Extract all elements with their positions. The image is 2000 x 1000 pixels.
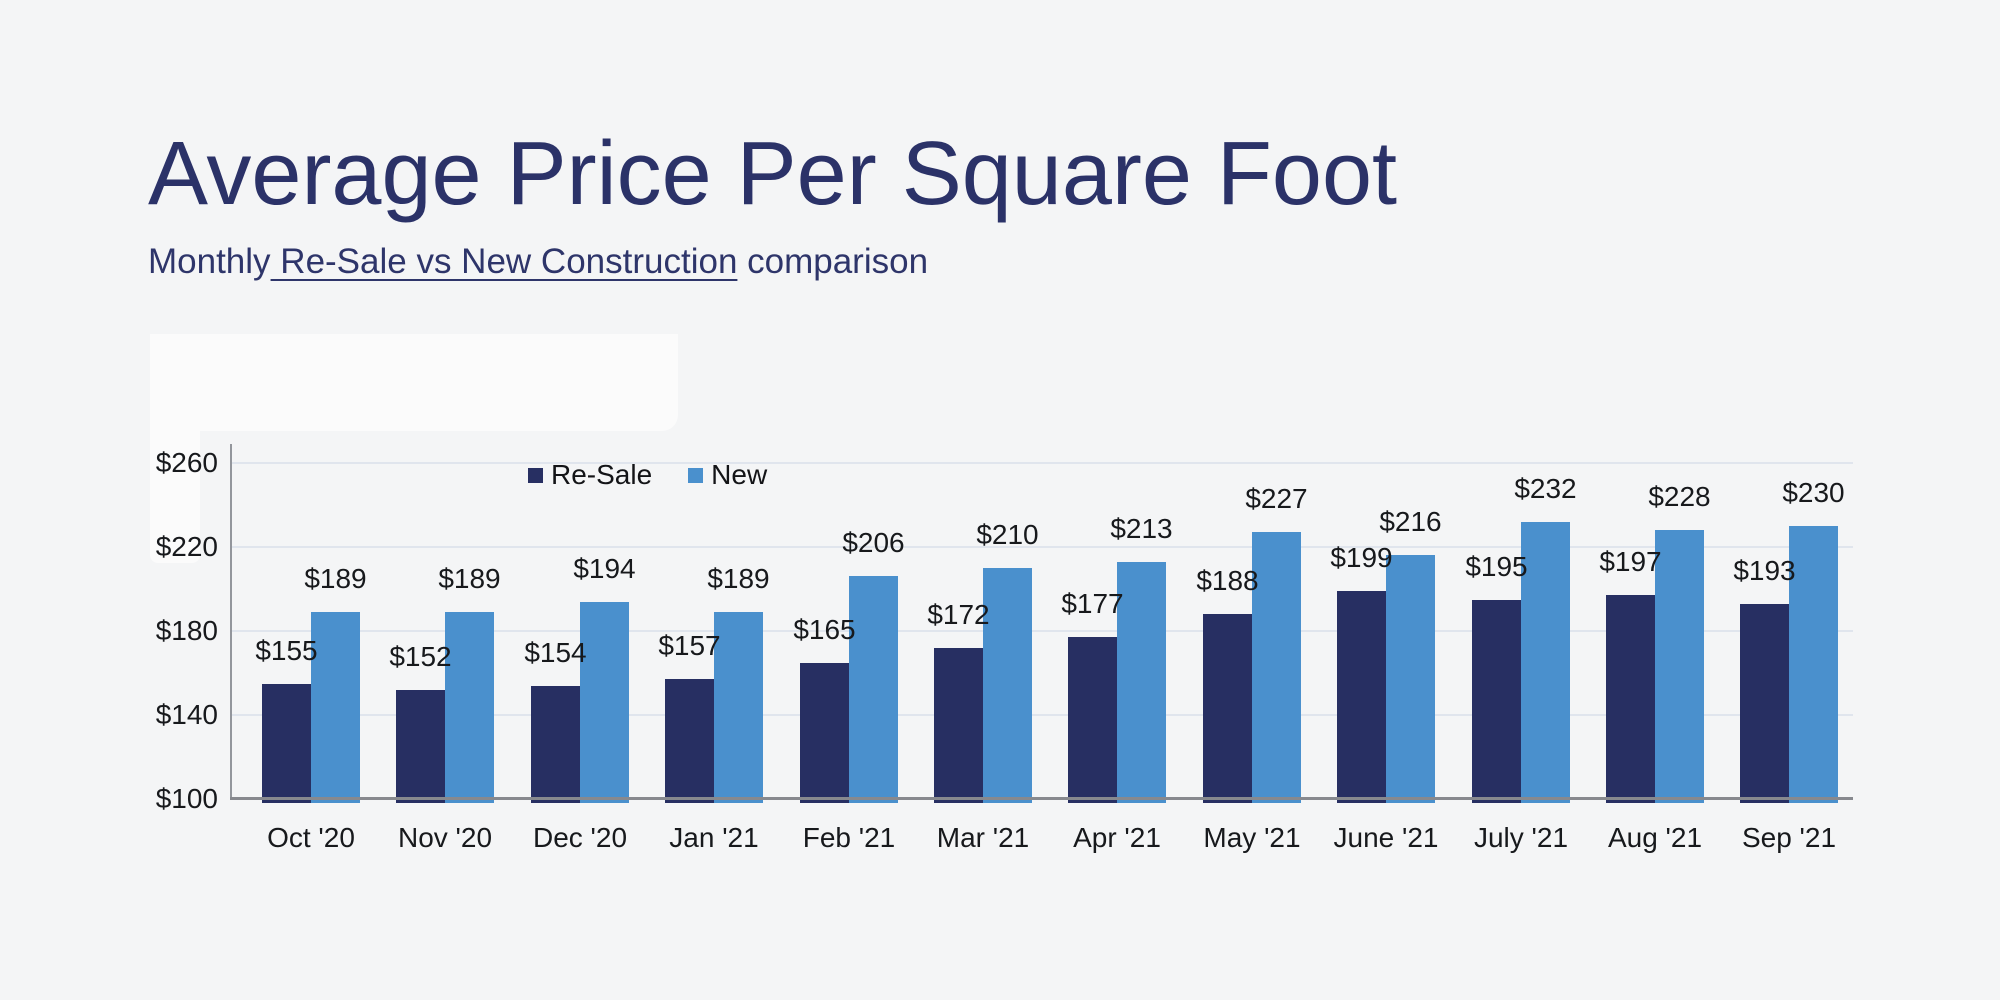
x-tick-label: July '21	[1473, 822, 1569, 853]
bar-new[interactable]	[1521, 522, 1570, 803]
page-title: Average Price Per Square Foot	[148, 124, 1398, 224]
bar-new[interactable]	[849, 576, 898, 803]
value-label: $189	[707, 563, 770, 594]
gridline	[230, 546, 1853, 548]
y-axis-line	[230, 444, 232, 800]
value-label: $213	[1110, 513, 1173, 544]
value-label: $152	[389, 641, 452, 672]
bar-new[interactable]	[983, 568, 1032, 803]
bar-new[interactable]	[1655, 530, 1704, 803]
bar-resale[interactable]	[396, 690, 445, 803]
value-label: $197	[1599, 546, 1662, 577]
bar-resale[interactable]	[1606, 595, 1655, 803]
value-label: $230	[1782, 477, 1845, 508]
legend-swatch-icon	[688, 467, 704, 483]
value-label: $195	[1465, 551, 1528, 582]
value-label: $228	[1648, 481, 1711, 512]
bar-new[interactable]	[1789, 526, 1838, 803]
bar-new[interactable]	[714, 612, 763, 803]
legend-item-resale[interactable]: Re-Sale	[528, 460, 652, 490]
gridline	[230, 630, 1853, 632]
legend-label: Re-Sale	[551, 459, 653, 490]
x-tick-label: Dec '20	[532, 822, 628, 853]
value-label: $194	[573, 553, 636, 584]
background-highlight	[150, 431, 200, 563]
bar-resale[interactable]	[531, 686, 580, 803]
x-tick-label: Apr '21	[1073, 822, 1161, 853]
value-label: $177	[1061, 588, 1124, 619]
bar-new[interactable]	[1386, 555, 1435, 803]
value-label: $193	[1733, 555, 1796, 586]
bar-new[interactable]	[580, 602, 629, 803]
legend-item-new[interactable]: New	[688, 460, 767, 490]
bar-new[interactable]	[1117, 562, 1166, 803]
gridline	[230, 714, 1853, 716]
value-label: $199	[1330, 542, 1393, 573]
value-label: $165	[793, 614, 856, 645]
value-label: $216	[1379, 506, 1442, 537]
bar-resale[interactable]	[800, 663, 849, 803]
value-label: $155	[255, 635, 318, 666]
bar-resale[interactable]	[1068, 637, 1117, 803]
bar-resale[interactable]	[934, 648, 983, 803]
bar-resale[interactable]	[665, 679, 714, 803]
subtitle-prefix: Monthly	[148, 242, 271, 281]
y-tick-label: $100	[155, 783, 218, 814]
bar-resale[interactable]	[1203, 614, 1252, 803]
x-tick-label: Sep '21	[1741, 822, 1837, 853]
value-label: $188	[1196, 565, 1259, 596]
value-label: $232	[1514, 473, 1577, 504]
x-tick-label: Nov '20	[397, 822, 493, 853]
x-tick-label: Jan '21	[669, 822, 759, 853]
y-tick-label: $180	[155, 615, 218, 646]
page-subtitle: Monthly Re-Sale vs New Construction comp…	[148, 241, 928, 283]
x-tick-label: Mar '21	[936, 822, 1030, 853]
x-tick-label: Aug '21	[1607, 822, 1703, 853]
value-label: $210	[976, 519, 1039, 550]
bar-new[interactable]	[445, 612, 494, 803]
subtitle-link[interactable]: Re-Sale vs New Construction	[270, 242, 738, 281]
chart-legend: Re-Sale New	[528, 460, 767, 490]
value-label: $206	[842, 527, 905, 558]
value-label: $189	[304, 563, 367, 594]
legend-label: New	[711, 459, 768, 490]
x-tick-label: May '21	[1203, 822, 1301, 853]
y-tick-label: $260	[155, 447, 218, 478]
bar-resale[interactable]	[262, 684, 311, 803]
background-highlight	[150, 334, 678, 431]
x-tick-label: Feb '21	[802, 822, 896, 853]
x-axis-line	[230, 797, 1853, 800]
value-label: $154	[524, 637, 587, 668]
legend-swatch-icon	[528, 467, 543, 483]
y-tick-label: $220	[155, 531, 218, 562]
bar-resale[interactable]	[1740, 604, 1789, 803]
value-label: $227	[1245, 483, 1308, 514]
bar-new[interactable]	[311, 612, 360, 803]
subtitle-suffix: comparison	[737, 242, 929, 281]
bar-new[interactable]	[1252, 532, 1301, 803]
value-label: $157	[658, 630, 721, 661]
x-tick-label: Oct '20	[267, 822, 355, 853]
gridline	[230, 462, 1853, 464]
value-label: $172	[927, 599, 990, 630]
bar-resale[interactable]	[1337, 591, 1386, 803]
value-label: $189	[438, 563, 501, 594]
bar-resale[interactable]	[1472, 600, 1521, 803]
y-tick-label: $140	[155, 699, 218, 730]
x-tick-label: June '21	[1333, 822, 1439, 853]
